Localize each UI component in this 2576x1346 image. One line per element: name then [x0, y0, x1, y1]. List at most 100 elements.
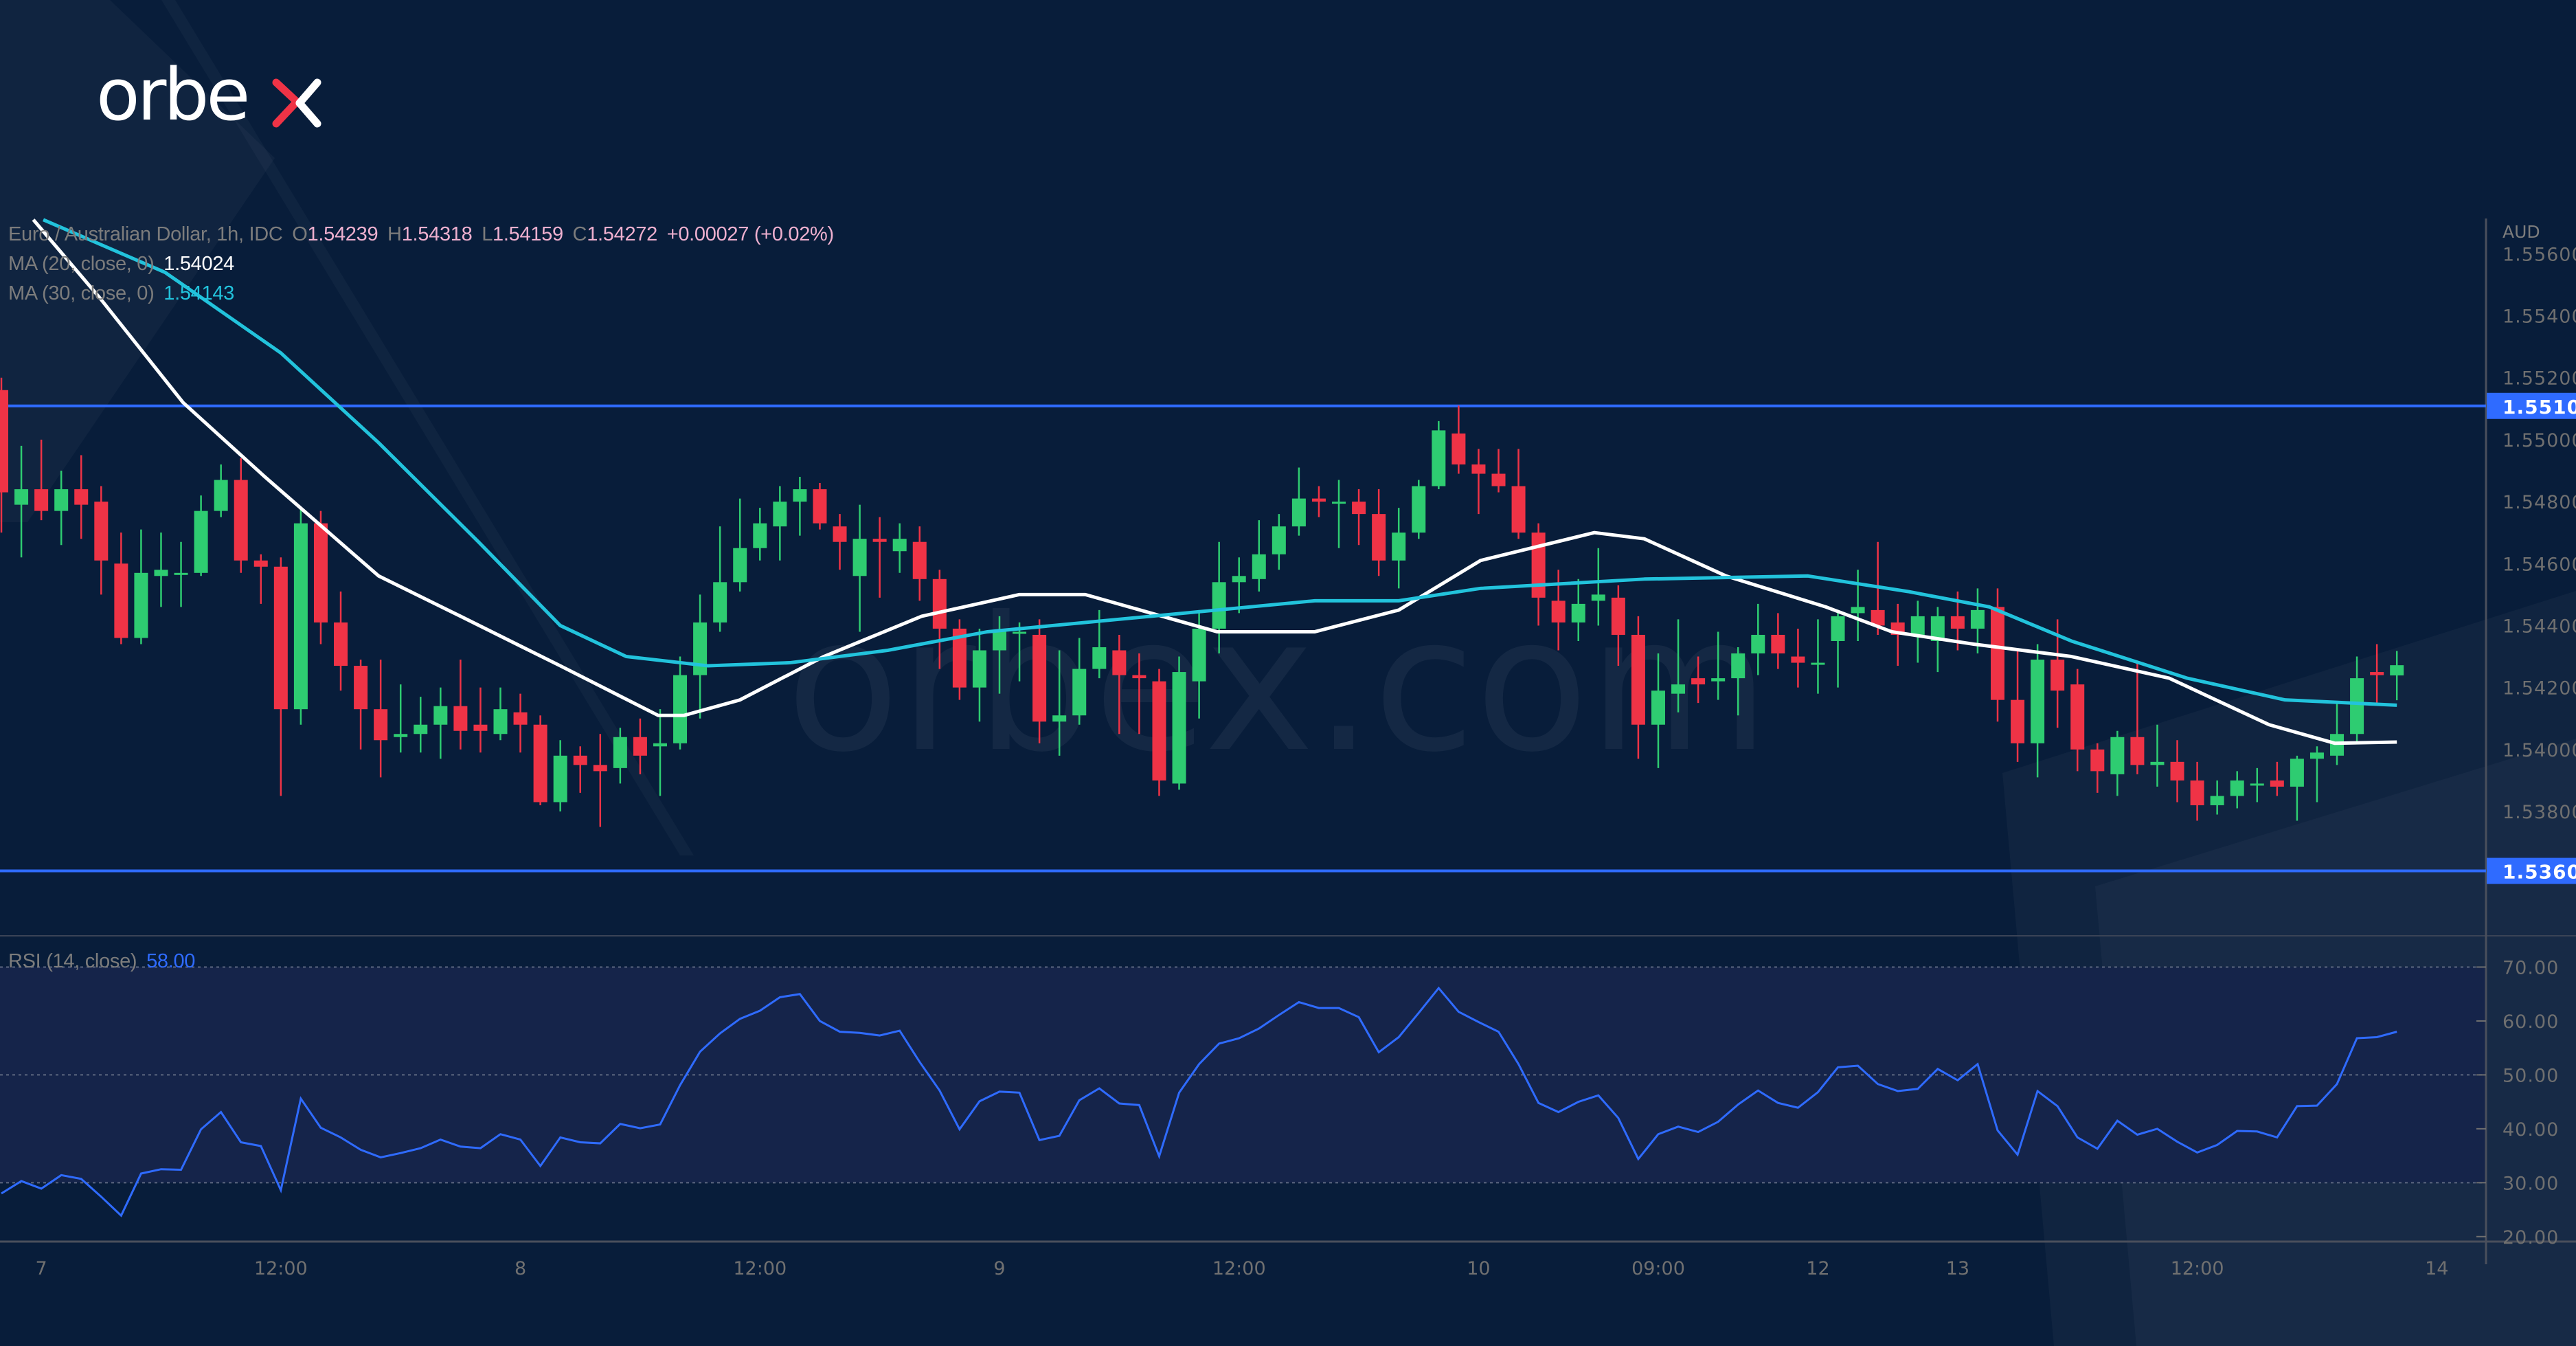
ma20-value: 1.54024 — [163, 253, 234, 275]
candle-up — [2290, 759, 2304, 787]
candle-up — [214, 480, 228, 511]
candle-up — [1252, 554, 1266, 579]
change-value: +0.00027 (+0.02%) — [666, 223, 835, 245]
candle-up — [194, 511, 208, 573]
candle-up — [1651, 691, 1665, 725]
price-tick-label: 1.55200 — [2502, 368, 2576, 390]
low-value: 1.54159 — [493, 223, 563, 245]
level-price-badge — [2487, 392, 2576, 419]
price-tick-label: 1.54000 — [2502, 740, 2576, 761]
candle-up — [693, 622, 708, 675]
rsi-axis[interactable]: 70.00 60.00 50.00 40.00 30.00 20.00 — [2476, 957, 2559, 1248]
candle-down — [94, 502, 109, 561]
candle-down — [513, 712, 528, 725]
pane-separators — [0, 218, 2576, 1264]
candle-up — [1392, 532, 1406, 561]
candle-down — [2090, 749, 2105, 772]
candle-down — [912, 541, 927, 579]
price-tick-label: 1.55400 — [2502, 306, 2576, 328]
currency-label: AUD — [2502, 222, 2540, 242]
price-tick-label: 1.54800 — [2502, 492, 2576, 513]
candle-down — [1791, 656, 1805, 663]
candle-up — [414, 724, 428, 734]
high-label: H — [387, 223, 402, 245]
candle-down — [313, 523, 328, 622]
candle-down — [633, 737, 647, 756]
candle-down — [34, 489, 49, 511]
candle-down — [1491, 473, 1506, 486]
candle-up — [1910, 616, 1925, 635]
time-tick-label: 13 — [1946, 1258, 1969, 1279]
candle-up — [892, 539, 907, 552]
candle-up — [1671, 684, 1686, 694]
candle-up — [1072, 669, 1087, 716]
candle-up — [54, 489, 69, 511]
candle-down — [1611, 597, 1625, 635]
rsi-tick-label: 40.00 — [2502, 1119, 2559, 1141]
candle-down — [872, 539, 887, 542]
candle-up — [1851, 607, 1865, 614]
candle-up — [613, 737, 627, 768]
low-label: L — [482, 223, 493, 245]
rsi-legend: RSI (14, close) 58.00 — [8, 950, 199, 973]
candle-down — [74, 489, 89, 505]
price-tick-label: 1.53800 — [2502, 802, 2576, 823]
close-label: C — [572, 223, 587, 245]
open-value: 1.54239 — [307, 223, 379, 245]
horizontal-levels[interactable]: 1.55109 1.53608 — [0, 392, 2576, 884]
candle-down — [354, 666, 368, 710]
candle-up — [1192, 628, 1206, 682]
candle-up — [2230, 780, 2244, 796]
time-axis[interactable]: 7 12:00 8 12:00 9 12:00 10 09:00 12 13 12:00 14 — [36, 1258, 2449, 1279]
rsi-line — [1, 986, 2397, 1218]
ma20-line — [32, 218, 2397, 745]
candle-down — [573, 755, 587, 765]
candle-up — [174, 572, 188, 575]
price-tick-label: 1.55000 — [2502, 430, 2576, 451]
close-value: 1.54272 — [587, 223, 657, 245]
candle-up — [1731, 653, 1745, 679]
candle-up — [972, 650, 986, 688]
candle-down — [2270, 780, 2284, 787]
candle-up — [1332, 502, 1346, 504]
time-tick-label: 10 — [1467, 1258, 1490, 1279]
time-tick-label: 12:00 — [2171, 1258, 2224, 1279]
candle-up — [1092, 647, 1107, 669]
time-tick-label: 14 — [2425, 1258, 2448, 1279]
candle-up — [852, 539, 867, 576]
time-tick-label: 12:00 — [254, 1258, 308, 1279]
time-tick-label: 09:00 — [1631, 1258, 1685, 1279]
price-tick-label: 1.54400 — [2502, 616, 2576, 637]
candle-down — [2170, 761, 2184, 781]
ma30-line — [43, 218, 2397, 707]
candle-up — [753, 523, 767, 548]
candle-up — [1212, 582, 1226, 629]
candle-down — [374, 709, 388, 741]
candle-up — [673, 675, 688, 743]
rsi-value: 58.00 — [146, 950, 196, 972]
level-price-label: 1.53608 — [2502, 861, 2576, 884]
candle-up — [733, 548, 747, 583]
time-tick-label: 8 — [515, 1258, 526, 1279]
candle-down — [234, 480, 248, 561]
candle-down — [2130, 737, 2145, 765]
candle-up — [2390, 665, 2404, 676]
candle-down — [533, 724, 547, 803]
candle-up — [2350, 678, 2364, 734]
candle-down — [1950, 616, 1965, 629]
candle-up — [493, 709, 508, 734]
ma30-label: MA (30, close, 0) — [8, 282, 155, 304]
candle-down — [1152, 681, 1166, 781]
candle-up — [1711, 678, 1726, 682]
candle-up — [653, 743, 667, 747]
svg-text:orbe: orbe — [96, 63, 247, 132]
candle-down — [593, 765, 607, 772]
candle-down — [1771, 634, 1785, 654]
rsi-label: RSI (14, close) — [8, 950, 137, 972]
candle-down — [114, 563, 128, 638]
candle-down — [1551, 601, 1566, 622]
ma20-label: MA (20, close, 0) — [8, 253, 155, 275]
candle-up — [2309, 752, 2324, 759]
